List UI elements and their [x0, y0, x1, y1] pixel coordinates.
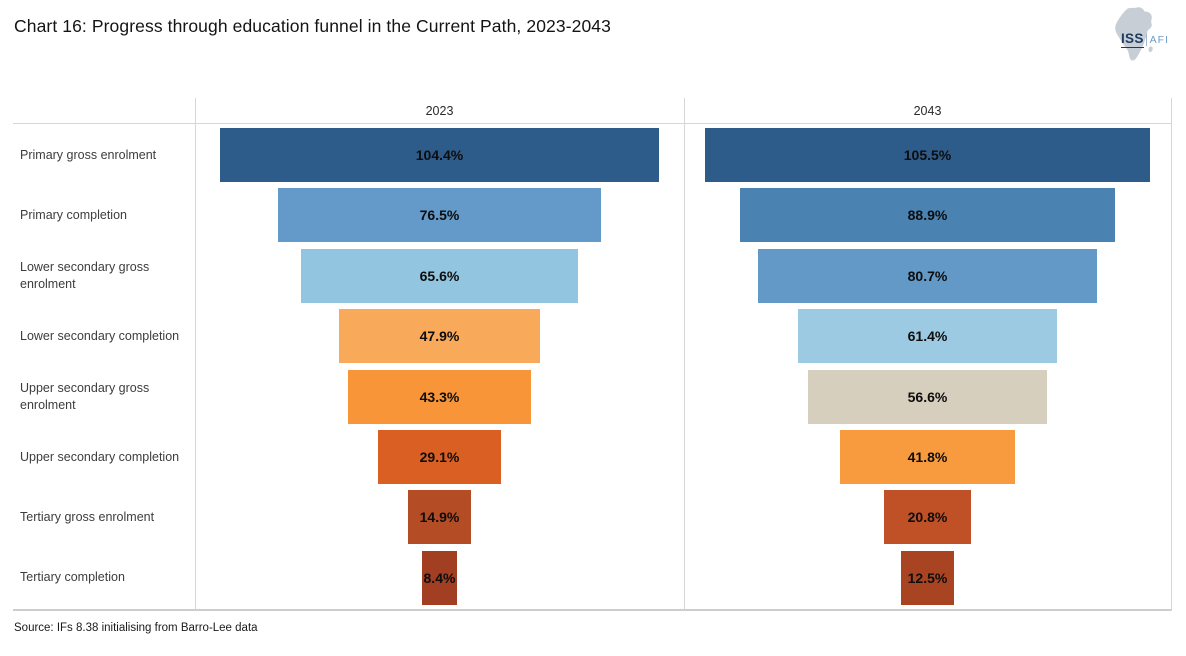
bar-value-label: 105.5% [903, 147, 952, 163]
header-rule [13, 123, 1172, 124]
bar-value-label: 12.5% [907, 569, 948, 586]
category-labels-column: Primary gross enrolment Primary completio… [13, 98, 195, 611]
bar-value-label: 29.1% [419, 449, 460, 465]
panel-divider-right [1171, 98, 1172, 611]
panel-divider-left [195, 98, 196, 611]
funnel-bar-2023: 14.9% [408, 490, 471, 545]
bar-value-label: 8.4% [423, 569, 456, 586]
page-title: Chart 16: Progress through education fun… [14, 16, 611, 36]
logo-text: ISS AFI [1121, 31, 1169, 48]
iss-wordmark: ISS [1121, 31, 1144, 48]
bar-value-label: 43.3% [419, 388, 460, 405]
bottom-axis-rule [13, 609, 1171, 611]
funnel-bar-2023: 104.4% [219, 128, 660, 182]
category-label: Lower secondary gross enrolment [20, 259, 150, 291]
funnel-bar-2043: 56.6% [808, 369, 1047, 424]
funnel-bar-2043: 105.5% [705, 128, 1150, 182]
category-label: Tertiary gross enrolment [20, 509, 155, 524]
africa-map-icon [1115, 7, 1153, 61]
source-note: Source: IFs 8.38 initialising from Barro… [14, 622, 258, 634]
category-label: Lower secondary completion [20, 328, 180, 343]
bar-value-label: 56.6% [907, 388, 948, 405]
bar-value-label: 104.4% [415, 147, 464, 163]
panel-2043: 105.5% 88.9% 80.7% 61.4% 56.6% 41.8% 20.8% 12.5… [684, 98, 1171, 611]
bar-value-label: 20.8% [907, 509, 948, 526]
panel-2023: 104.4% 76.5% 65.6% 47.9% 43.3% 29.1% 14.9% 8.4% [195, 98, 684, 611]
funnel-bar-2023: 47.9% [338, 309, 541, 364]
funnel-bar-2023: 65.6% [301, 248, 578, 303]
column-header-2023: 2023 [425, 104, 454, 118]
funnel-chart: 2023 2043 Primary gross enrolment Primary… [13, 98, 1172, 611]
funnel-bar-2023: 76.5% [278, 188, 601, 243]
bar-value-label: 76.5% [419, 207, 460, 224]
funnel-bar-2043: 61.4% [798, 309, 1057, 364]
bar-value-label: 14.9% [419, 509, 460, 526]
funnel-bar-2043: 80.7% [757, 248, 1098, 303]
category-label: Upper secondary gross enrolment [20, 380, 150, 412]
funnel-bar-2023: 8.4% [421, 550, 458, 605]
category-label: Primary gross enrolment [20, 147, 157, 162]
funnel-bar-2043: 41.8% [839, 430, 1016, 484]
bar-value-label: 80.7% [907, 267, 948, 284]
iss-afi-logo: ISS AFI [1104, 4, 1170, 66]
category-label: Tertiary completion [20, 570, 125, 585]
bar-value-label: 41.8% [907, 449, 948, 465]
category-label: Primary completion [20, 207, 127, 222]
bar-value-label: 47.9% [419, 328, 460, 345]
logo-separator [1146, 33, 1148, 46]
panel-divider-middle [684, 98, 685, 611]
funnel-bar-2023: 29.1% [378, 430, 501, 484]
funnel-bar-2043: 88.9% [740, 188, 1115, 243]
funnel-bar-2043: 12.5% [901, 550, 954, 605]
bar-value-label: 65.6% [419, 267, 460, 284]
column-header-2043: 2043 [913, 104, 942, 118]
category-label: Upper secondary completion [20, 449, 180, 464]
afi-wordmark: AFI [1149, 33, 1170, 46]
funnel-bar-2023: 43.3% [348, 369, 531, 424]
funnel-bar-2043: 20.8% [883, 490, 972, 545]
bar-value-label: 88.9% [907, 207, 948, 224]
bar-value-label: 61.4% [907, 328, 948, 345]
